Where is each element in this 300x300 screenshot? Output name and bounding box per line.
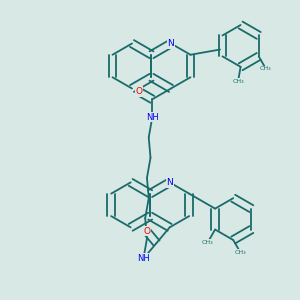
Text: N: N — [168, 39, 174, 48]
Text: CH₃: CH₃ — [235, 250, 246, 255]
Text: CH₃: CH₃ — [260, 66, 272, 71]
Text: O: O — [143, 226, 150, 236]
Text: NH: NH — [146, 113, 159, 122]
Text: NH: NH — [137, 254, 150, 263]
Text: O: O — [135, 87, 142, 96]
Text: N: N — [166, 178, 173, 187]
Text: CH₃: CH₃ — [202, 239, 214, 244]
Text: CH₃: CH₃ — [232, 79, 244, 83]
